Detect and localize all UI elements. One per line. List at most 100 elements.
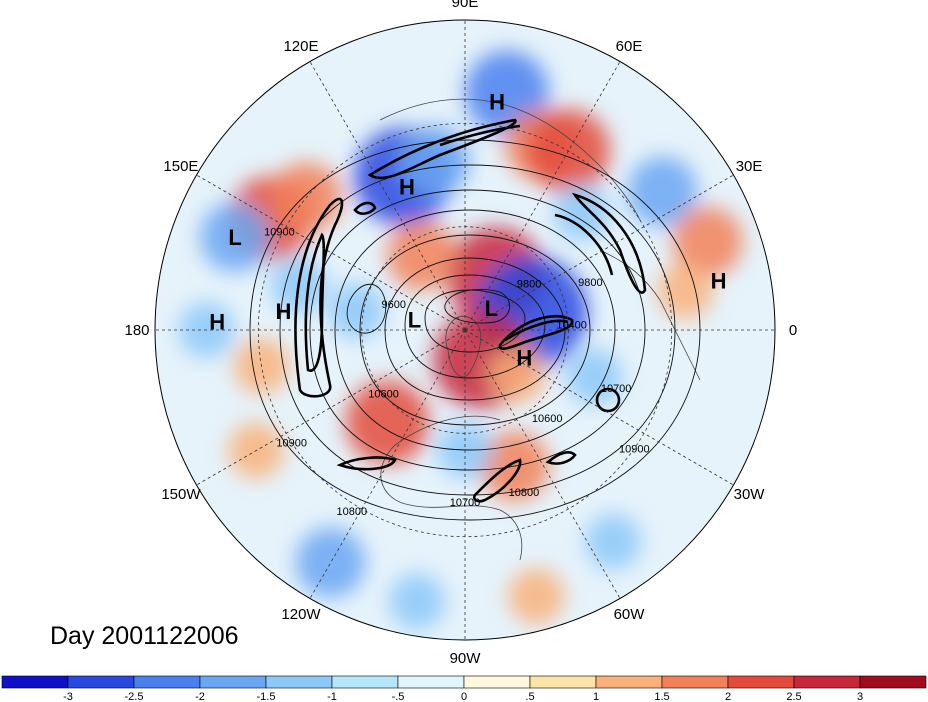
meridian-120e [309, 61, 466, 331]
jet-europe [571, 192, 647, 294]
colorbar-tick-label: 3 [857, 691, 863, 702]
colorbar-box-9 [595, 675, 663, 689]
meridian-60e [464, 61, 621, 331]
colorbar-box-5 [331, 675, 399, 689]
lon-label-30e: 30E [736, 158, 763, 175]
low-label: L [228, 225, 241, 250]
low-label: L [485, 296, 498, 321]
colorbar-box-10 [661, 675, 729, 689]
anomaly-blob-29 [566, 349, 623, 406]
contour-labels: 10900 9600 9800 9800 10400 10700 10600 10900 108… [264, 226, 649, 518]
colorbar-box-3 [199, 675, 267, 689]
jet-na-west [336, 456, 397, 471]
high-label: H [399, 174, 415, 199]
colorbar-tick-label: 1 [593, 691, 599, 702]
lon-label-0: 0 [789, 322, 797, 339]
contour-label: 10900 [619, 444, 650, 456]
lon-label-120e: 120E [283, 38, 318, 55]
jet-europe-2 [554, 213, 614, 276]
longitude-labels: 90E 60E 30E 0 30W 60W 90W 120W 150W 180 150E 120E [124, 0, 797, 667]
jet-nw-atlantic [545, 451, 577, 465]
meridian-30w [464, 329, 734, 486]
contour-label: 10800 [337, 506, 368, 518]
jet-na-east [472, 458, 522, 503]
high-label: H [489, 89, 505, 114]
coast-north-america [380, 415, 523, 561]
coast-asia [379, 98, 641, 221]
anomaly-blob-28 [328, 282, 385, 339]
colorbar-box-0 [1, 675, 69, 689]
colorbar-tick-label: -2 [195, 691, 205, 702]
anomaly-blob-2 [400, 125, 471, 196]
lon-label-60e: 60E [616, 38, 643, 55]
jet-atlantic [498, 314, 574, 351]
anomaly-blob-5 [553, 185, 610, 242]
meridian-150e [196, 174, 466, 331]
colorbar-tick-label: -2.5 [125, 691, 144, 702]
lon-label-150w: 150W [161, 486, 201, 503]
lon-label-90w: 90W [450, 650, 482, 667]
colorbar-box-8 [529, 675, 597, 689]
date-label: Day 2001122006 [50, 622, 239, 650]
colorbar-tick-label: -3 [63, 691, 73, 702]
high-label: H [516, 346, 532, 371]
coast-greenland [445, 315, 482, 378]
high-label: H [209, 309, 225, 334]
map-content: 10900 9600 9800 9800 10400 10700 10600 10900 108… [155, 20, 775, 640]
graticule [155, 20, 775, 640]
contour-label: 10900 [276, 438, 307, 450]
colorbar: -3 -2.5 -2 -1.5 -1 -.5 0 .5 1 1.5 2 2.5 3 [1, 675, 927, 702]
colorbar-box-4 [265, 675, 333, 689]
colorbar-tick-label: 2.5 [786, 691, 801, 702]
jet-contours [294, 118, 647, 503]
jet-asia-2 [439, 124, 521, 147]
lon-label-60w: 60W [614, 606, 646, 623]
colorbar-box-7 [463, 675, 531, 689]
contour-label: 10700 [601, 383, 632, 395]
colorbar-tick-label: 1.5 [654, 691, 669, 702]
contour-9600 [346, 283, 387, 334]
contour-10700 [334, 209, 616, 451]
contour-10000 [424, 289, 526, 353]
colorbar-tick-label: 2 [725, 691, 731, 702]
high-label: H [275, 299, 291, 324]
colorbar-box-1 [67, 675, 135, 689]
contour-label: 9600 [382, 299, 406, 311]
anomaly-blob-19 [585, 513, 642, 570]
contour-label: 9800 [517, 278, 541, 290]
colorbar-tick-label: -1.5 [257, 691, 276, 702]
anomaly-blob-16 [295, 527, 366, 598]
anomaly-blob-11 [200, 202, 271, 273]
coast-europe [599, 249, 701, 381]
meridian-60w [464, 329, 621, 599]
colorbar-tick-label: -.5 [392, 691, 405, 702]
colorbar-tick-label: -1 [327, 691, 337, 702]
lon-label-30w: 30W [734, 486, 766, 503]
contour-label: 10800 [509, 487, 540, 499]
jet-pacific-inner [304, 232, 326, 372]
coastlines [379, 98, 701, 561]
colorbar-box-12 [793, 675, 861, 689]
jet-atlantic-2 [504, 319, 569, 342]
contour-10200 [404, 274, 546, 379]
colorbar-box-13 [859, 675, 927, 689]
contour-label: 9800 [578, 277, 602, 289]
anomaly-blob-8 [657, 263, 714, 320]
anomaly-blob-17 [389, 573, 446, 630]
anomaly-blob-18 [508, 568, 565, 625]
colorbar-box-2 [133, 675, 201, 689]
contour-10600 [359, 234, 591, 426]
lon-label-180: 180 [124, 322, 149, 339]
colorbar-tick-label: .5 [525, 691, 534, 702]
colorbar-box-6 [397, 675, 465, 689]
contour-label: 10700 [450, 497, 481, 509]
contour-label: 10400 [556, 319, 587, 331]
meridian-30e [464, 174, 734, 331]
lon-label-150e: 150E [163, 158, 198, 175]
map-border [154, 19, 776, 641]
contour-label: 10600 [532, 413, 563, 425]
lon-label-90e: 90E [452, 0, 479, 11]
meridian-150w [196, 329, 466, 486]
